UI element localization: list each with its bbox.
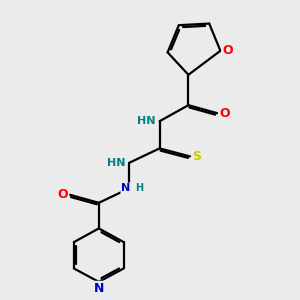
Text: N: N [122, 183, 130, 194]
Text: S: S [193, 150, 202, 163]
Text: O: O [222, 44, 233, 57]
Text: O: O [219, 107, 230, 120]
Text: H: H [135, 183, 143, 194]
Text: HN: HN [107, 158, 126, 168]
Text: N: N [94, 282, 104, 295]
Text: O: O [58, 188, 68, 201]
Text: HN: HN [137, 116, 156, 126]
